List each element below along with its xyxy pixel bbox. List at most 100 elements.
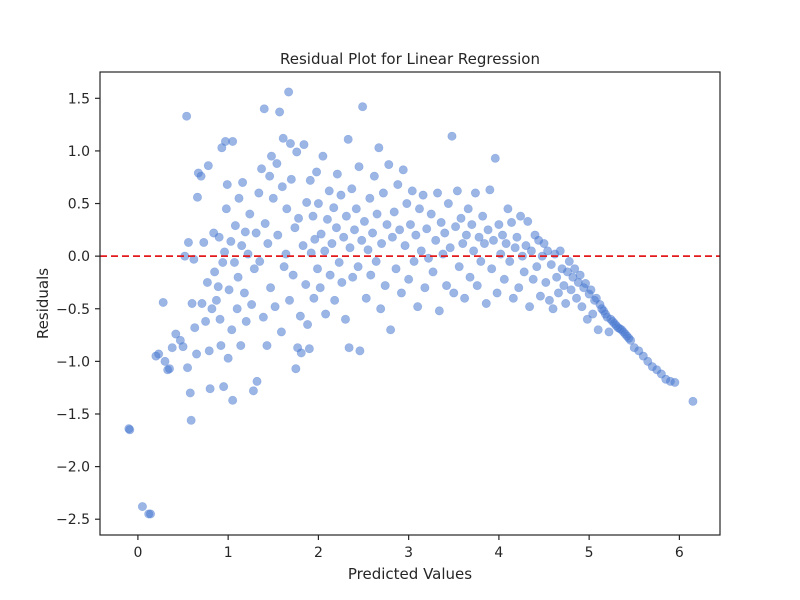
data-point — [393, 180, 403, 190]
x-tick-label: 4 — [494, 545, 503, 561]
data-point — [292, 147, 302, 157]
data-point — [514, 283, 524, 293]
data-point — [237, 241, 247, 251]
data-point — [146, 509, 156, 519]
y-tick-label: −2.5 — [56, 512, 90, 528]
data-point — [516, 211, 526, 221]
x-tick-label: 5 — [585, 545, 594, 561]
data-point — [282, 204, 292, 214]
data-point — [219, 382, 229, 392]
data-point — [445, 243, 455, 253]
data-point — [211, 295, 221, 305]
data-point — [313, 199, 323, 209]
data-point — [562, 267, 572, 277]
data-point — [291, 364, 301, 374]
data-point — [447, 131, 457, 141]
data-point — [284, 87, 294, 97]
data-point — [418, 190, 428, 200]
data-point — [405, 220, 415, 230]
data-point — [190, 323, 200, 333]
data-point — [374, 143, 384, 153]
data-point — [539, 239, 549, 249]
data-point — [207, 304, 217, 314]
data-point — [214, 232, 224, 242]
data-point — [349, 225, 359, 235]
data-point — [315, 283, 325, 293]
data-point — [485, 185, 495, 195]
data-point — [331, 223, 341, 233]
data-point — [467, 220, 477, 230]
data-point — [202, 277, 212, 287]
data-point — [285, 295, 295, 305]
data-point — [252, 376, 262, 386]
data-point — [426, 209, 436, 219]
data-point — [305, 175, 315, 185]
data-point — [479, 239, 489, 249]
data-point — [433, 188, 443, 198]
data-point — [263, 239, 273, 249]
data-point — [344, 343, 354, 353]
data-point — [329, 203, 339, 213]
x-tick-label: 6 — [675, 545, 684, 561]
data-point — [407, 186, 417, 196]
data-point — [348, 272, 358, 282]
data-point — [377, 239, 387, 249]
data-point — [593, 325, 603, 335]
data-point — [436, 217, 446, 227]
data-point — [413, 302, 423, 312]
data-point — [501, 239, 511, 249]
data-point — [216, 341, 226, 351]
data-point — [316, 229, 326, 239]
data-point — [572, 293, 582, 303]
data-point — [369, 171, 379, 181]
data-point — [368, 228, 378, 238]
data-point — [221, 204, 231, 214]
data-point — [577, 302, 587, 312]
x-tick-label: 0 — [133, 545, 142, 561]
data-point — [440, 228, 450, 238]
data-point — [171, 329, 181, 339]
data-point — [386, 325, 396, 335]
data-point — [483, 225, 493, 235]
data-point — [160, 356, 170, 366]
data-point — [240, 227, 250, 237]
data-point — [266, 283, 276, 293]
data-point — [301, 280, 311, 290]
data-point — [210, 267, 220, 277]
data-point — [355, 346, 365, 356]
data-point — [359, 216, 369, 226]
data-point — [396, 288, 406, 298]
data-point — [226, 236, 236, 246]
data-point — [341, 211, 351, 221]
data-point — [411, 230, 421, 240]
data-point — [223, 353, 233, 363]
data-point — [273, 230, 283, 240]
data-point — [443, 199, 453, 209]
data-point — [183, 363, 193, 373]
data-point — [318, 151, 328, 161]
data-point — [320, 246, 330, 256]
data-point — [276, 327, 286, 337]
data-point — [351, 204, 361, 214]
data-point — [552, 272, 562, 282]
data-point — [187, 298, 197, 308]
data-point — [422, 224, 432, 234]
data-point — [365, 193, 375, 203]
data-point — [581, 279, 591, 289]
data-point — [302, 197, 312, 207]
data-point — [186, 415, 196, 425]
data-point — [510, 243, 520, 253]
data-point — [299, 140, 309, 150]
data-point — [201, 316, 211, 326]
data-point — [487, 264, 497, 274]
data-point — [357, 235, 367, 245]
data-point — [304, 344, 314, 354]
data-point — [196, 171, 206, 181]
data-point — [262, 341, 272, 351]
data-point — [213, 282, 223, 292]
points-layer — [124, 87, 698, 519]
y-tick-label: −0.5 — [56, 302, 90, 318]
data-point — [553, 288, 563, 298]
data-point — [503, 204, 513, 214]
data-point — [470, 188, 480, 198]
